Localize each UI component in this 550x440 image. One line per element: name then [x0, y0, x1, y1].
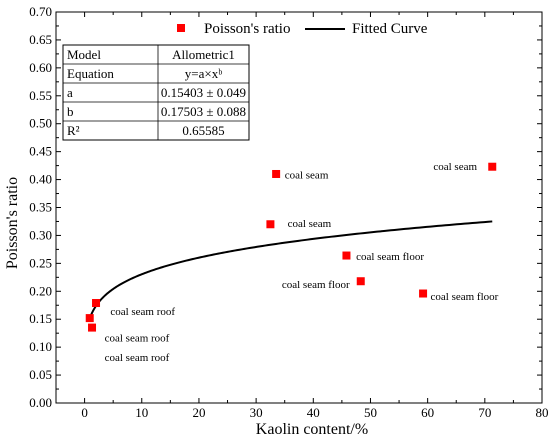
- annotation-label: coal seam roof: [110, 306, 175, 318]
- data-point: [266, 220, 275, 229]
- annotation-label: coal seam roof: [105, 333, 170, 345]
- annotation-label: coal seam roof: [105, 352, 170, 364]
- fit-table-value: 0.17503 ± 0.088: [161, 104, 246, 119]
- data-point: [342, 251, 351, 260]
- data-point: [88, 323, 97, 332]
- annotation-label: coal seam: [433, 161, 477, 173]
- legend-marker-poisson: [177, 24, 185, 32]
- x-tick-label: 30: [250, 405, 263, 420]
- data-point: [272, 169, 281, 178]
- annotation-label: coal seam: [285, 170, 329, 182]
- y-tick-label: 0.15: [29, 311, 52, 326]
- x-tick-label: 80: [536, 405, 549, 420]
- legend: Poisson's ratio Fitted Curve: [177, 21, 428, 37]
- data-point: [488, 162, 497, 171]
- fit-table-label: b: [67, 104, 74, 119]
- fit-table-value: 0.65585: [182, 123, 224, 138]
- x-tick-label: 40: [307, 405, 320, 420]
- fit-table-value: 0.15403 ± 0.049: [161, 85, 246, 100]
- data-point: [419, 289, 428, 298]
- fit-table-border: [62, 44, 250, 141]
- y-tick-label: 0.35: [29, 200, 52, 215]
- fitted-curve: [88, 220, 493, 319]
- y-axis: 0.00 0.05 0.10 0.15 0.20 0.25 0.30 0.35 0.40 0.45…: [29, 4, 542, 410]
- y-axis-title: Poisson's ratio: [4, 177, 21, 269]
- annotations-layer: coal seam roof coal seam roof coal seam ro…: [105, 161, 499, 364]
- annotation-label: coal seam: [288, 218, 332, 230]
- data-point: [356, 277, 365, 286]
- x-tick-label: 50: [364, 405, 377, 420]
- x-tick-label: 60: [421, 405, 434, 420]
- annotation-label: coal seam floor: [356, 251, 424, 263]
- y-tick-label: 0.10: [29, 339, 52, 354]
- y-tick-label: 0.00: [29, 395, 52, 410]
- x-tick-label: 20: [192, 405, 205, 420]
- y-tick-label: 0.55: [29, 88, 52, 103]
- annotation-label: coal seam floor: [431, 291, 499, 303]
- data-points-layer: [85, 162, 497, 332]
- x-axis: 0 10 20 30 40 50 60 70 80: [81, 12, 549, 420]
- fit-table-value: y=a×xᵇ: [185, 66, 222, 81]
- y-tick-label: 0.50: [29, 116, 52, 131]
- x-tick-label: 10: [135, 405, 148, 420]
- legend-label-poisson: Poisson's ratio: [204, 21, 290, 37]
- annotation-label: coal seam floor: [282, 279, 350, 291]
- fit-results-table: Model Allometric1 Equation y=a×xᵇ a 0.15403 ±…: [62, 44, 250, 141]
- data-point: [92, 299, 101, 308]
- x-tick-label: 0: [81, 405, 88, 420]
- x-axis-title: Kaolin content/%: [256, 421, 368, 438]
- fit-table-label: R²: [67, 123, 80, 138]
- fitted-curve-layer: [88, 220, 493, 319]
- y-tick-label: 0.70: [29, 4, 52, 19]
- y-tick-label: 0.30: [29, 227, 52, 242]
- y-tick-label: 0.05: [29, 367, 52, 382]
- fit-table-label: a: [67, 85, 73, 100]
- y-tick-label: 0.60: [29, 60, 52, 75]
- y-tick-label: 0.20: [29, 283, 52, 298]
- y-tick-label: 0.65: [29, 32, 52, 47]
- y-tick-label: 0.45: [29, 144, 52, 159]
- fit-table-label: Model: [67, 47, 101, 62]
- x-tick-label: 70: [478, 405, 491, 420]
- data-point: [85, 314, 94, 323]
- y-tick-label: 0.40: [29, 172, 52, 187]
- y-tick-label: 0.25: [29, 255, 52, 270]
- fit-table-value: Allometric1: [172, 47, 235, 62]
- legend-label-fitted: Fitted Curve: [352, 21, 428, 37]
- fit-table-label: Equation: [67, 66, 114, 81]
